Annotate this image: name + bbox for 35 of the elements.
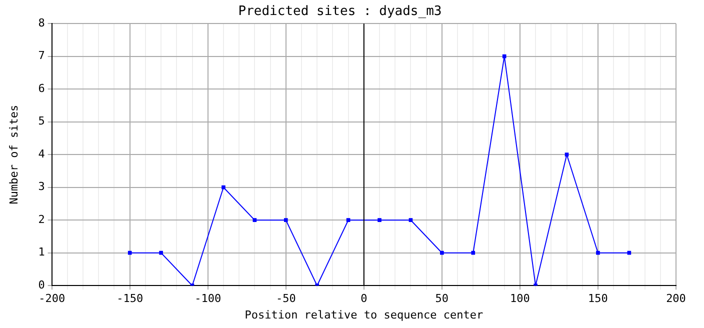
y-tick-label: 5 xyxy=(38,114,45,128)
point xyxy=(222,185,226,190)
point xyxy=(128,250,132,255)
y-tick-label: 7 xyxy=(38,49,45,62)
x-tick-label: 200 xyxy=(666,292,686,306)
x-tick-label: -150 xyxy=(116,292,144,306)
y-tick-label: 0 xyxy=(38,278,45,292)
x-tick-label: 150 xyxy=(588,292,608,306)
y-tick-label: 2 xyxy=(38,212,45,226)
point xyxy=(252,218,257,222)
chart-title: Predicted sites : dyads_m3 xyxy=(238,4,442,20)
x-axis-title: Position relative to sequence center xyxy=(244,308,484,322)
y-tick-label: 1 xyxy=(38,246,45,259)
y-tick-label: 6 xyxy=(38,82,45,95)
point xyxy=(159,250,163,255)
x-tick-label: -50 xyxy=(276,292,296,306)
y-axis-title: Number of sites xyxy=(7,104,20,204)
point xyxy=(408,218,413,222)
point xyxy=(596,250,600,255)
point xyxy=(627,250,632,255)
x-tick-label: 100 xyxy=(510,292,530,306)
point xyxy=(564,152,569,157)
point xyxy=(346,218,350,222)
point xyxy=(378,218,382,222)
point xyxy=(284,218,288,222)
x-tick-label: -100 xyxy=(194,292,222,306)
point xyxy=(502,54,506,58)
point xyxy=(471,250,476,255)
y-tick-label: 8 xyxy=(38,16,45,30)
x-tick-label: 50 xyxy=(435,292,449,306)
x-tick-label: 0 xyxy=(360,292,368,306)
y-tick-label: 4 xyxy=(38,147,46,160)
y-tick-label: 3 xyxy=(38,180,45,194)
point xyxy=(440,250,444,255)
x-tick-label: -200 xyxy=(38,292,66,306)
